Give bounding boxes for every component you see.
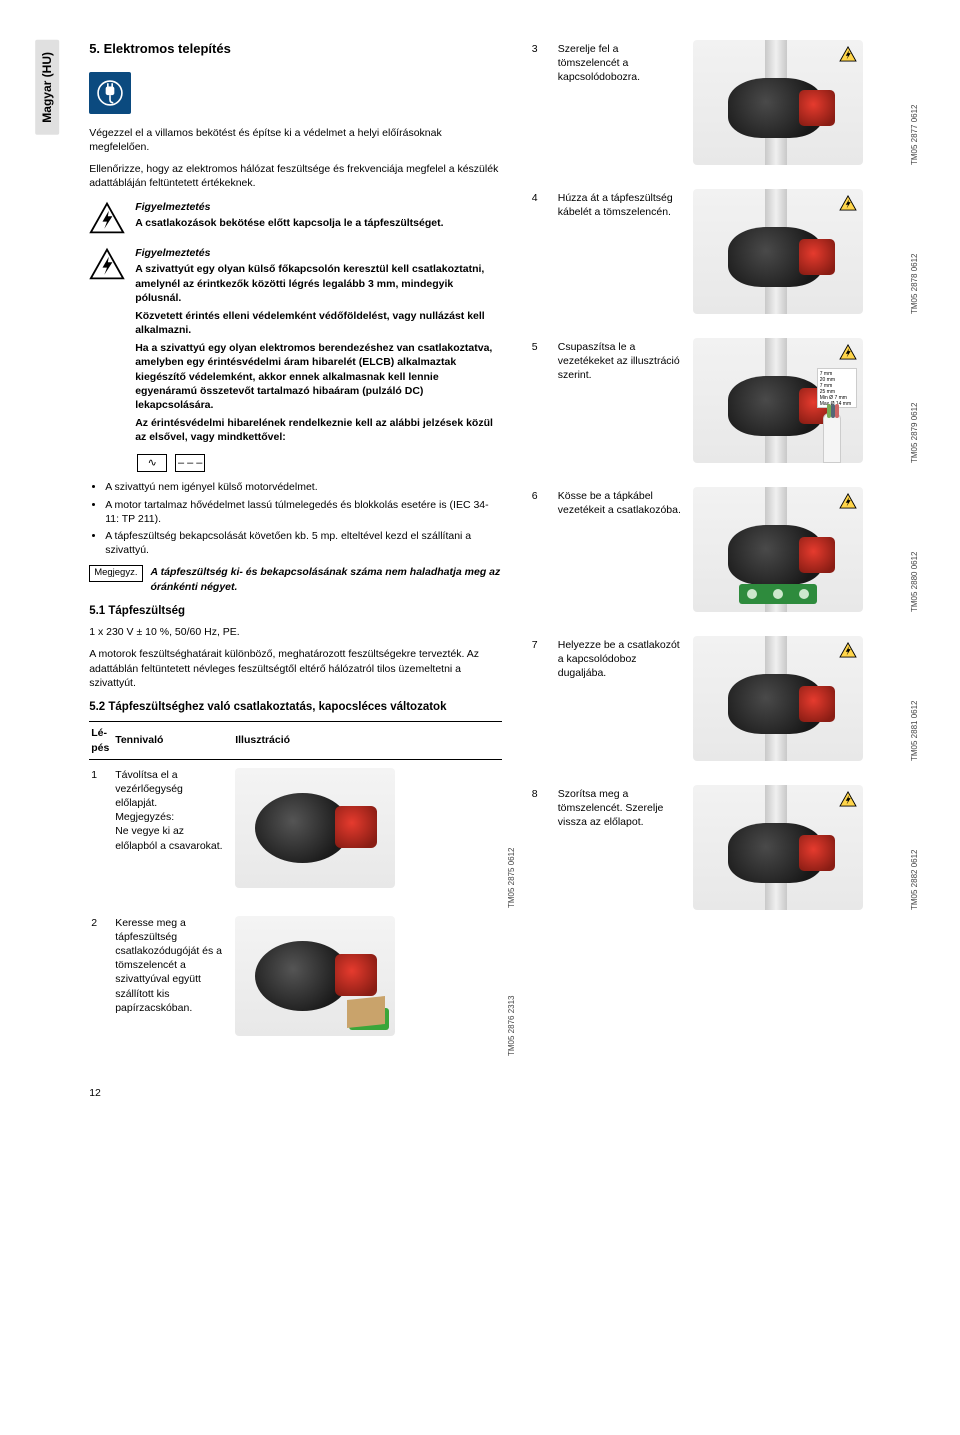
hazard-small-icon bbox=[839, 791, 857, 807]
warning-2-p2: Közvetett érintés elleni védelemként véd… bbox=[135, 309, 502, 337]
steps-table: Lé- pés Tennivaló Illusztráció 1 Távolít… bbox=[89, 721, 502, 1055]
left-column: 5. Elektromos telepítés Végezzel el a vi… bbox=[89, 40, 502, 1100]
bullet-2: A motor tartalmaz hővédelmet lassú túlme… bbox=[105, 498, 502, 526]
figure-ref: TM05 2881 0612 bbox=[910, 636, 921, 761]
step-7-text: Helyezze be a csatlakozót a kapcsolódobo… bbox=[558, 636, 683, 681]
step-8-illustration: TM05 2882 0612 bbox=[693, 785, 905, 910]
right-column: 3 Szerelje fel a tömszelencét a kapcsoló… bbox=[532, 40, 905, 1100]
figure-ref: TM05 2875 0612 bbox=[507, 760, 518, 908]
warning-1-title: Figyelmeztetés bbox=[135, 200, 502, 214]
step-7-illustration: TM05 2881 0612 bbox=[693, 636, 905, 761]
hazard-small-icon bbox=[839, 195, 857, 211]
language-tab: Magyar (HU) bbox=[35, 40, 59, 135]
terminal-strip bbox=[739, 584, 817, 604]
electric-hazard-icon bbox=[89, 200, 125, 236]
step-5-text: Csupaszítsa le a vezetékeket az illusztr… bbox=[558, 338, 683, 383]
hazard-small-icon bbox=[839, 493, 857, 509]
p-5-1-b: A motorok feszültséghatárait különböző, … bbox=[89, 647, 502, 690]
step-number: 3 bbox=[532, 40, 548, 56]
intro-paragraph-2: Ellenőrizze, hogy az elektromos hálózat … bbox=[89, 162, 502, 190]
th-step: Lé- pés bbox=[89, 722, 113, 759]
hazard-small-icon bbox=[839, 642, 857, 658]
step-5-row: 5 Csupaszítsa le a vezetékeket az illusz… bbox=[532, 338, 905, 463]
step-number: 7 bbox=[532, 636, 548, 652]
step-number: 8 bbox=[532, 785, 548, 801]
warning-2-p1: A szivattyút egy olyan külső főkapcsolón… bbox=[135, 262, 502, 305]
step-8-row: 8 Szorítsa meg a tömszelencét. Szerelje … bbox=[532, 785, 905, 910]
elcb-symbol-row: ∿ – – – bbox=[137, 454, 502, 472]
warning-2-title: Figyelmeztetés bbox=[135, 246, 502, 260]
th-illus: Illusztráció bbox=[233, 722, 502, 759]
step-4-row: 4 Húzza át a tápfeszültség kábelét a töm… bbox=[532, 189, 905, 314]
symbol-ac: ∿ bbox=[137, 454, 167, 472]
note-text: A tápfeszültség ki- és bekapcsolásának s… bbox=[151, 565, 502, 593]
step-number: 1 bbox=[89, 759, 113, 908]
warning-2-p3: Ha a szivattyú egy olyan elektromos bere… bbox=[135, 341, 502, 412]
step-number: 2 bbox=[89, 908, 113, 1056]
warning-2-p4: Az érintésvédelmi hibarelének rendelkezn… bbox=[135, 416, 502, 444]
step-1-illustration: TM05 2875 0612 bbox=[233, 759, 502, 908]
step-3-text: Szerelje fel a tömszelencét a kapcsolódo… bbox=[558, 40, 683, 85]
bullet-list: A szivattyú nem igényel külső motorvédel… bbox=[89, 480, 502, 557]
intro-paragraph-1: Végezzel el a villamos bekötést és építs… bbox=[89, 126, 502, 154]
step-6-row: 6 Kösse be a tápkábel vezetékeit a csatl… bbox=[532, 487, 905, 612]
step-2-illustration: TM05 2876 2313 bbox=[233, 908, 502, 1056]
hazard-small-icon bbox=[839, 344, 857, 360]
subheading-5-2: 5.2 Tápfeszültséghez való csatlakoztatás… bbox=[89, 700, 502, 716]
page-number: 12 bbox=[89, 1086, 502, 1100]
figure-ref: TM05 2879 0612 bbox=[910, 338, 921, 463]
step-8-text: Szorítsa meg a tömszelencét. Szerelje vi… bbox=[558, 785, 683, 830]
step-3-row: 3 Szerelje fel a tömszelencét a kapcsoló… bbox=[532, 40, 905, 165]
warning-1-text: A csatlakozások bekötése előtt kapcsolja… bbox=[135, 216, 502, 230]
p-5-1-a: 1 x 230 V ± 10 %, 50/60 Hz, PE. bbox=[89, 625, 502, 639]
step-number: 5 bbox=[532, 338, 548, 354]
plug-icon bbox=[89, 72, 131, 114]
bullet-3: A tápfeszültség bekapcsolását követően k… bbox=[105, 529, 502, 557]
step-6-illustration: TM05 2880 0612 bbox=[693, 487, 905, 612]
electric-hazard-icon bbox=[89, 246, 125, 282]
bullet-1: A szivattyú nem igényel külső motorvédel… bbox=[105, 480, 502, 494]
figure-ref: TM05 2880 0612 bbox=[910, 487, 921, 612]
note-row: Megjegyz. A tápfeszültség ki- és bekapcs… bbox=[89, 565, 502, 593]
symbol-dc: – – – bbox=[175, 454, 205, 472]
step-4-illustration: TM05 2878 0612 bbox=[693, 189, 905, 314]
step-number: 6 bbox=[532, 487, 548, 503]
figure-ref: TM05 2876 2313 bbox=[507, 908, 518, 1056]
step-4-text: Húzza át a tápfeszültség kábelét a tömsz… bbox=[558, 189, 683, 219]
wire-spec-callout: 7 mm 20 mm 7 mm 25 mm Min Ø 7 mm Max Ø 1… bbox=[817, 368, 857, 408]
warning-1: Figyelmeztetés A csatlakozások bekötése … bbox=[89, 200, 502, 236]
step-3-illustration: TM05 2877 0612 bbox=[693, 40, 905, 165]
figure-ref: TM05 2882 0612 bbox=[910, 785, 921, 910]
hazard-small-icon bbox=[839, 46, 857, 62]
table-row: 1 Távolítsa el a vezérlőegység előlapját… bbox=[89, 759, 502, 908]
section-heading: 5. Elektromos telepítés bbox=[89, 40, 502, 58]
step-2-text: Keresse meg a tápfeszültség csatlakozódu… bbox=[113, 908, 233, 1056]
step-1-text: Távolítsa el a vezérlőegység előlapját. … bbox=[113, 759, 233, 908]
subheading-5-1: 5.1 Tápfeszültség bbox=[89, 604, 502, 620]
th-action: Tennivaló bbox=[113, 722, 233, 759]
note-tag: Megjegyz. bbox=[89, 565, 142, 582]
table-row: 2 Keresse meg a tápfeszültség csatlakozó… bbox=[89, 908, 502, 1056]
step-5-illustration: 7 mm 20 mm 7 mm 25 mm Min Ø 7 mm Max Ø 1… bbox=[693, 338, 905, 463]
step-7-row: 7 Helyezze be a csatlakozót a kapcsolódo… bbox=[532, 636, 905, 761]
figure-ref: TM05 2878 0612 bbox=[910, 189, 921, 314]
step-6-text: Kösse be a tápkábel vezetékeit a csatlak… bbox=[558, 487, 683, 517]
step-number: 4 bbox=[532, 189, 548, 205]
figure-ref: TM05 2877 0612 bbox=[910, 40, 921, 165]
warning-2: Figyelmeztetés A szivattyút egy olyan kü… bbox=[89, 246, 502, 444]
